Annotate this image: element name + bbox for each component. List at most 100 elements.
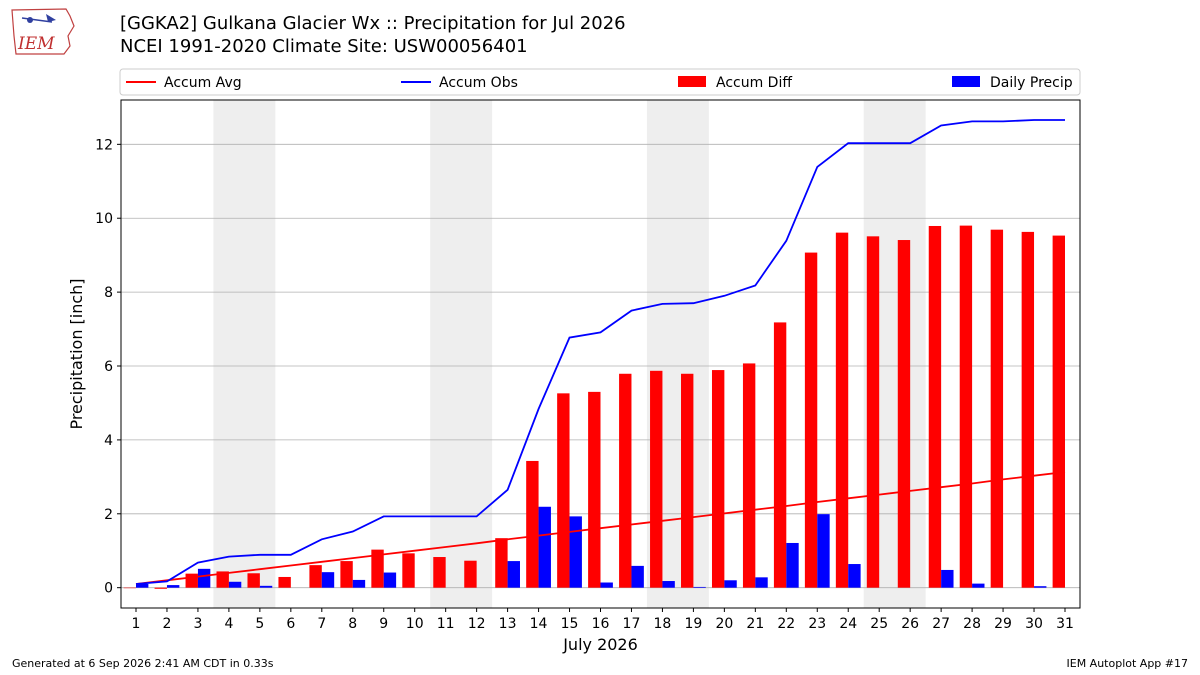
accum-diff-bar bbox=[711, 370, 725, 588]
bars bbox=[123, 225, 1065, 589]
daily-precip-bar bbox=[941, 569, 954, 588]
accum-diff-bar bbox=[650, 370, 663, 588]
daily-precip-bar bbox=[631, 565, 644, 588]
accum-diff-bar bbox=[835, 232, 849, 588]
chart-title: [GGKA2] Gulkana Glacier Wx :: Precipitat… bbox=[120, 13, 626, 34]
x-tick-label: 11 bbox=[437, 616, 455, 632]
daily-precip-bar bbox=[1034, 586, 1047, 588]
accum-diff-bar bbox=[216, 571, 229, 588]
x-tick-label: 20 bbox=[715, 616, 733, 632]
y-tick-label: 10 bbox=[95, 211, 113, 227]
chart-subtitle: NCEI 1991-2020 Climate Site: USW00056401 bbox=[120, 36, 528, 57]
weekend-shading bbox=[213, 100, 926, 608]
accum-diff-bar bbox=[866, 236, 880, 588]
x-tick-label: 10 bbox=[406, 616, 424, 632]
daily-precip-bar bbox=[600, 582, 613, 588]
accum-diff-bar bbox=[742, 363, 756, 588]
legend-daily-precip-swatch bbox=[952, 76, 980, 87]
x-tick-label: 14 bbox=[530, 616, 548, 632]
legend-accum-avg-label: Accum Avg bbox=[164, 75, 242, 91]
y-tick-label: 0 bbox=[104, 581, 113, 597]
accum-avg-line bbox=[135, 471, 1066, 585]
x-tick-label: 30 bbox=[1025, 616, 1043, 632]
x-tick-label: 25 bbox=[870, 616, 888, 632]
footer-generated: Generated at 6 Sep 2026 2:41 AM CDT in 0… bbox=[12, 657, 274, 670]
daily-precip-bar bbox=[507, 561, 520, 588]
x-tick-label: 6 bbox=[286, 616, 295, 632]
x-tick-label: 3 bbox=[193, 616, 202, 632]
daily-precip-bar bbox=[197, 568, 211, 588]
legend-accum-diff-label: Accum Diff bbox=[716, 75, 792, 91]
accum-diff-bar bbox=[773, 322, 787, 588]
accum-diff-bar bbox=[557, 393, 570, 588]
daily-precip-bar bbox=[848, 564, 861, 588]
accum-diff-bar bbox=[402, 553, 415, 588]
iem-logo: IEM bbox=[11, 8, 75, 55]
accum-diff-bar bbox=[309, 565, 322, 588]
legend-accum-diff-swatch bbox=[678, 76, 706, 87]
daily-precip-bar bbox=[259, 585, 273, 588]
x-tick-label: 13 bbox=[499, 616, 517, 632]
y-tick-label: 4 bbox=[104, 433, 113, 449]
x-tick-label: 12 bbox=[468, 616, 486, 632]
y-tick-label: 12 bbox=[95, 137, 113, 153]
daily-precip-bar bbox=[662, 581, 675, 588]
legend-daily-precip-label: Daily Precip bbox=[990, 75, 1073, 91]
accum-diff-bar bbox=[495, 538, 508, 588]
lines bbox=[135, 119, 1066, 585]
daily-precip-bar bbox=[383, 572, 397, 588]
legend-accum-obs-label: Accum Obs bbox=[439, 75, 518, 91]
accum-diff-bar bbox=[681, 373, 694, 588]
y-tick-label: 2 bbox=[104, 507, 113, 523]
x-tick-label: 21 bbox=[746, 616, 764, 632]
y-tick-label: 8 bbox=[104, 285, 113, 301]
x-tick-label: 2 bbox=[163, 616, 172, 632]
weekend-band bbox=[213, 100, 276, 608]
x-tick-label: 29 bbox=[994, 616, 1012, 632]
accum-diff-bar bbox=[928, 225, 942, 588]
daily-precip-bar bbox=[352, 579, 366, 588]
accum-obs-line bbox=[135, 119, 1065, 585]
x-tick-label: 16 bbox=[592, 616, 610, 632]
logo-text: IEM bbox=[17, 34, 55, 54]
legend-box bbox=[119, 68, 1081, 96]
x-tick-label: 4 bbox=[224, 616, 233, 632]
daily-precip-bar bbox=[569, 516, 582, 588]
accum-diff-bar bbox=[619, 373, 632, 588]
daily-precip-bar bbox=[166, 585, 180, 588]
x-tick-label: 9 bbox=[379, 616, 388, 632]
x-tick-label: 19 bbox=[684, 616, 702, 632]
daily-precip-bar bbox=[228, 581, 242, 588]
daily-precip-bar bbox=[817, 514, 830, 588]
x-tick-label: 18 bbox=[654, 616, 672, 632]
x-axis-label: July 2026 bbox=[562, 635, 638, 654]
accum-diff-bar bbox=[959, 225, 973, 588]
x-tick-label: 31 bbox=[1056, 616, 1074, 632]
accum-diff-bar bbox=[588, 391, 601, 588]
x-tick-label: 28 bbox=[963, 616, 981, 632]
daily-precip-bar bbox=[972, 583, 985, 588]
daily-precip-bar bbox=[693, 586, 706, 588]
daily-precip-bar bbox=[755, 577, 768, 588]
legend: Accum Avg Accum Obs Accum Diff Daily Precip bbox=[119, 68, 1081, 96]
accum-diff-bar bbox=[804, 252, 818, 588]
accum-diff-bar bbox=[897, 240, 911, 588]
y-axis-label: Precipitation [inch] bbox=[67, 278, 86, 429]
daily-precip-bar bbox=[724, 580, 737, 588]
accum-diff-bar bbox=[464, 560, 477, 588]
x-tick-label: 7 bbox=[317, 616, 326, 632]
y-tick-label: 6 bbox=[104, 359, 113, 375]
accum-diff-bar bbox=[433, 557, 446, 588]
footer-app: IEM Autoplot App #17 bbox=[1066, 657, 1189, 670]
accum-diff-bar bbox=[1021, 231, 1035, 588]
x-tick-label: 1 bbox=[132, 616, 141, 632]
accum-diff-bar bbox=[247, 573, 260, 588]
accum-diff-bar bbox=[340, 561, 353, 588]
accum-diff-bar bbox=[278, 576, 291, 588]
daily-precip-bar bbox=[786, 542, 799, 588]
daily-precip-bar bbox=[321, 572, 335, 588]
accum-diff-bar bbox=[990, 229, 1004, 588]
daily-precip-bar bbox=[136, 583, 149, 588]
